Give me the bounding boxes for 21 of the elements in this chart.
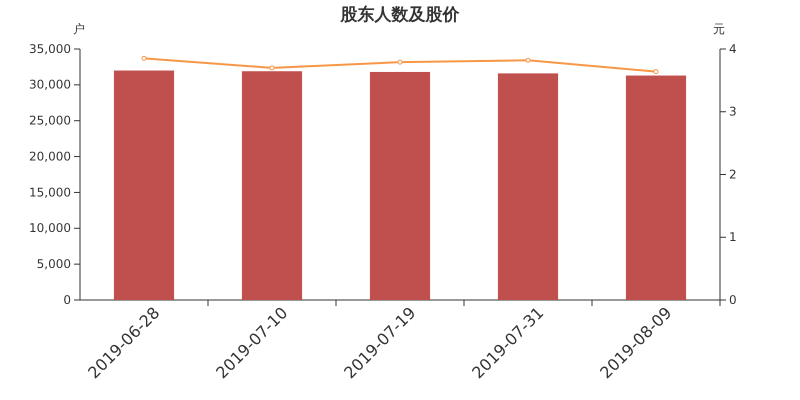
y-tick-label: 0 [63, 292, 71, 307]
y2-tick-label: 0 [729, 292, 737, 307]
y2-axis-title: 元 [713, 22, 725, 36]
y-tick-label: 25,000 [29, 114, 71, 128]
y2-tick-label: 4 [729, 42, 737, 56]
point [270, 65, 274, 70]
y2-tick-label: 1 [729, 230, 737, 244]
y2-tick-label: 2 [729, 167, 737, 182]
y2-tick-label: 3 [729, 104, 737, 119]
point [526, 58, 530, 63]
point [654, 69, 658, 74]
point [142, 56, 146, 61]
y-tick-label: 35,000 [29, 42, 71, 56]
chart-title: 股东人数及股价 [340, 5, 460, 25]
point [398, 60, 402, 65]
y-axis-title: 户 [73, 22, 85, 36]
y-tick-label: 10,000 [29, 221, 71, 236]
y-tick-label: 5,000 [36, 256, 71, 271]
y-tick-label: 30,000 [29, 78, 71, 92]
y-tick-label: 20,000 [29, 149, 71, 164]
y-tick-label: 15,000 [29, 185, 71, 200]
